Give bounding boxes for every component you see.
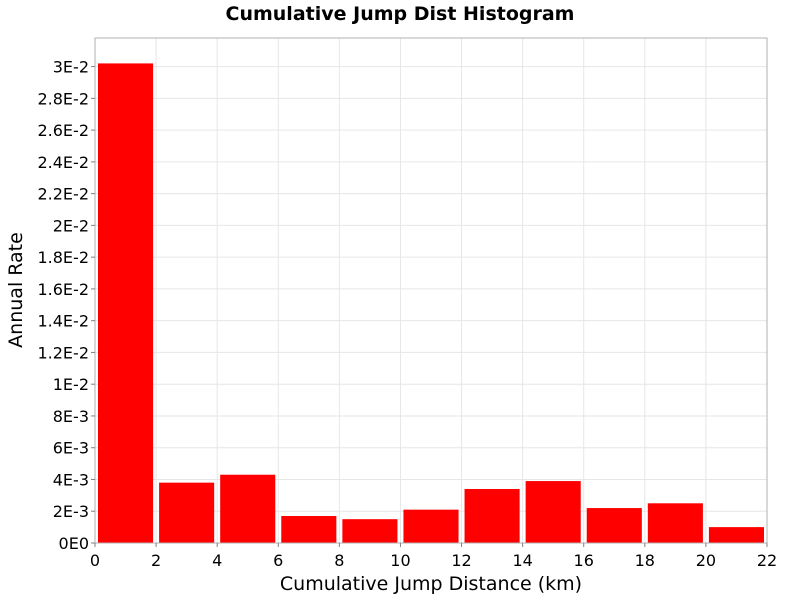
x-tick-label: 16 xyxy=(574,551,594,570)
y-tick-label: 1.8E-2 xyxy=(37,248,89,267)
chart-title: Cumulative Jump Dist Histogram xyxy=(226,3,575,25)
histogram-bar xyxy=(525,481,581,543)
histogram-bar xyxy=(281,516,337,543)
y-axis-ticks: 0E0 2E-3 4E-3 6E-3 8E-3 1E-2 1.2E-2 1.4E-2 1.6E-… xyxy=(37,58,95,553)
x-tick-label: 2 xyxy=(151,551,161,570)
x-tick-label: 6 xyxy=(273,551,283,570)
y-tick-label: 2.4E-2 xyxy=(37,153,89,172)
y-tick-label: 3E-2 xyxy=(53,58,89,77)
histogram-bar xyxy=(159,482,215,543)
x-tick-label: 4 xyxy=(212,551,222,570)
bars xyxy=(98,63,764,543)
histogram-bar xyxy=(403,509,459,543)
histogram-bar xyxy=(342,519,398,543)
x-tick-label: 0 xyxy=(90,551,100,570)
histogram-bar xyxy=(647,503,703,543)
x-tick-label: 22 xyxy=(757,551,777,570)
y-tick-label: 1E-2 xyxy=(53,375,89,394)
histogram-bar xyxy=(220,474,276,543)
y-tick-label: 2E-3 xyxy=(53,502,89,521)
y-tick-label: 1.6E-2 xyxy=(37,280,89,299)
x-tick-label: 18 xyxy=(635,551,655,570)
x-tick-label: 20 xyxy=(696,551,716,570)
y-axis-label: Annual Rate xyxy=(5,232,27,348)
y-tick-label: 1.2E-2 xyxy=(37,343,89,362)
x-tick-label: 10 xyxy=(390,551,410,570)
histogram-bar xyxy=(708,527,764,543)
plot-area xyxy=(95,38,767,543)
x-axis-ticks: 0 2 4 6 8 10 12 14 16 18 20 22 xyxy=(90,543,777,570)
y-tick-label: 2.2E-2 xyxy=(37,185,89,204)
y-tick-label: 8E-3 xyxy=(53,407,89,426)
y-tick-label: 2.6E-2 xyxy=(37,121,89,140)
y-tick-label: 2.8E-2 xyxy=(37,89,89,108)
histogram-bar xyxy=(98,63,154,543)
histogram-bar xyxy=(586,508,642,543)
x-tick-label: 14 xyxy=(512,551,532,570)
x-tick-label: 12 xyxy=(451,551,471,570)
histogram-bar xyxy=(464,489,520,543)
x-tick-label: 8 xyxy=(334,551,344,570)
y-tick-label: 2E-2 xyxy=(53,216,89,235)
y-tick-label: 1.4E-2 xyxy=(37,312,89,331)
y-tick-label: 6E-3 xyxy=(53,439,89,458)
y-tick-label: 4E-3 xyxy=(53,470,89,489)
plot-border xyxy=(94,37,768,544)
x-axis-label: Cumulative Jump Distance (km) xyxy=(280,573,582,595)
y-tick-label: 0E0 xyxy=(59,534,89,553)
